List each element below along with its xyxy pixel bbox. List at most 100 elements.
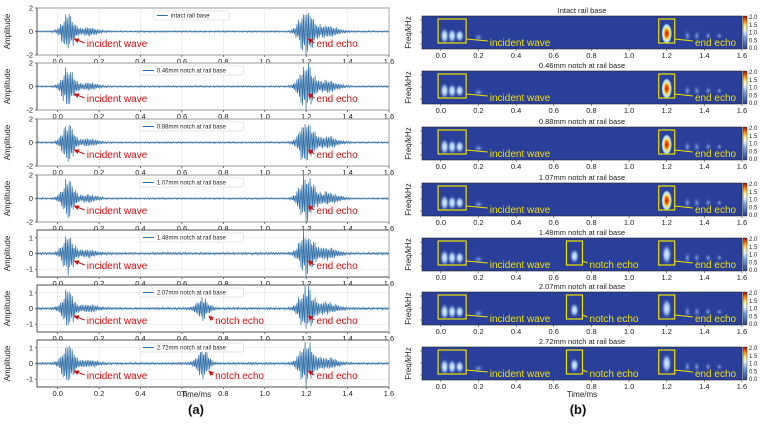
energy-blob: [692, 360, 701, 373]
x-tick-label: 0.8: [586, 382, 596, 391]
x-tick-label: 1.0: [260, 57, 270, 66]
energy-blob: [439, 248, 450, 267]
colorbar-tick-label: 0.5: [749, 260, 758, 266]
x-tick-label: 0.0: [52, 57, 62, 66]
colorbar: [742, 237, 748, 272]
x-tick-label: 0.0: [436, 218, 446, 227]
legend: intact rail base: [153, 10, 230, 21]
energy-blob: [661, 297, 673, 320]
x-tick-label: 1.2: [661, 218, 671, 227]
annotation-label: end echo: [317, 39, 359, 50]
annotation-label: end echo: [317, 316, 359, 327]
y-axis-label: Amplitude: [3, 124, 12, 160]
colorbar-tick-label: 0.0: [749, 157, 758, 163]
x-tick-label: 1.0: [260, 279, 270, 288]
x-tick-label: 0.4: [135, 168, 145, 177]
legend-label: intact rail base: [171, 14, 210, 20]
colorbar-tick-label: 0.5: [749, 314, 758, 320]
box-label: notch echo: [590, 260, 639, 271]
x-tick-label: 0.4: [135, 224, 145, 233]
x-tick-label: 1.4: [342, 224, 352, 233]
x-axis-label-a: Time/ms: [181, 390, 211, 399]
energy-blob: [715, 86, 724, 95]
x-tick-label: 1.2: [301, 112, 311, 121]
x-tick-label: 0.8: [586, 106, 596, 115]
highlight-box: [565, 349, 584, 375]
time-domain-panel: 2 0 -2 0.0 0.2 0.4 0.6 0.8 1.0 1.2 1.4 1.6 Amplitude…: [3, 4, 394, 399]
spectrogram-subplot: Intact rail base incident wave end echo Fre…: [404, 6, 758, 60]
energy-blob: [683, 83, 692, 98]
x-tick-label: 1.4: [342, 112, 352, 121]
x-tick-label: 0.4: [511, 382, 521, 391]
y-tick-label: -2: [26, 51, 33, 60]
y-axis-label: Amplitude: [3, 290, 12, 326]
highlight-box: [658, 185, 676, 211]
energy-blob: [661, 243, 673, 266]
x-tick-label: 1.6: [384, 57, 394, 66]
signal-line: [36, 284, 390, 329]
y-tick-label: 1: [29, 343, 33, 352]
x-tick-label: 0.2: [473, 51, 483, 60]
annotation-arrow: [307, 260, 315, 266]
colorbar-tick-label: 0.5: [749, 369, 758, 375]
x-tick-label: 1.2: [661, 162, 671, 171]
subplot-title: 0.46mm notch at rail base: [539, 61, 625, 70]
y-axis-label: Amplitude: [3, 68, 12, 104]
x-tick-label: 0.8: [586, 51, 596, 60]
x-tick-label: 1.4: [699, 218, 709, 227]
box-label: incident wave: [490, 149, 551, 160]
legend-box: [139, 342, 244, 353]
y-tick-label: 1: [29, 233, 33, 242]
legend-label: 2.72mm notch at rail base: [157, 346, 227, 352]
colorbar-tick-label: 1.0: [749, 362, 758, 368]
x-tick-label: 0.8: [586, 327, 596, 336]
x-tick-label: 0.2: [94, 224, 104, 233]
colorbar-tick-label: 1.0: [749, 31, 758, 37]
highlight-box: [565, 240, 584, 266]
x-tick-label: 1.4: [342, 334, 352, 343]
annotation-label: incident wave: [87, 206, 148, 217]
energy-blob: [447, 27, 458, 44]
colorbar-tick-label: 2.0: [749, 15, 758, 21]
signal-line: [36, 175, 390, 223]
energy-blob: [704, 306, 713, 317]
y-axis-label: Freq/kHz: [404, 16, 413, 48]
annotation-arrow: [307, 149, 315, 155]
signal-line: [36, 230, 390, 278]
x-tick-label: 0.0: [436, 162, 446, 171]
callout-line: [582, 260, 588, 264]
y-axis-label: Freq/kHz: [404, 71, 413, 103]
callout-line: [466, 369, 488, 373]
legend-label: 0.46mm notch at rail base: [157, 69, 227, 75]
x-tick-label: 1.6: [737, 273, 747, 282]
annotation-label: end echo: [317, 371, 359, 382]
x-tick-label: 0.0: [436, 382, 446, 391]
highlight-box: [437, 129, 467, 155]
y-tick-label: -1: [26, 375, 33, 384]
x-tick-label: 0.6: [549, 51, 559, 60]
energy-blob: [439, 26, 450, 45]
colorbar-tick-label: 1.5: [749, 354, 758, 360]
annotation-arrow: [73, 93, 85, 99]
waveform-subplot: 1 0 -1 0.0 0.2 0.4 0.6 0.8 1.0 1.2 1.4 1.6 Amplitude…: [3, 339, 394, 398]
annotation-label: incident wave: [87, 39, 148, 50]
annotation-label: incident wave: [87, 316, 148, 327]
callout-line: [582, 369, 588, 373]
legend-box: [139, 121, 244, 132]
x-tick-label: 1.2: [301, 224, 311, 233]
energy-blob: [439, 137, 450, 156]
annotation-arrow: [73, 205, 85, 211]
x-tick-label: 0.8: [586, 218, 596, 227]
x-tick-label: 1.4: [342, 168, 352, 177]
x-tick-label: 1.0: [624, 382, 634, 391]
energy-blob: [454, 139, 465, 154]
callout-line: [466, 38, 488, 42]
legend: 1.07mm notch at rail base: [139, 177, 244, 188]
colorbar-tick-label: 2.0: [749, 237, 758, 243]
energy-blob: [569, 357, 580, 374]
annotation-arrow: [73, 38, 85, 44]
x-tick-label: 0.0: [52, 334, 62, 343]
callout-line: [674, 149, 693, 153]
y-tick-label: 0: [29, 27, 33, 36]
